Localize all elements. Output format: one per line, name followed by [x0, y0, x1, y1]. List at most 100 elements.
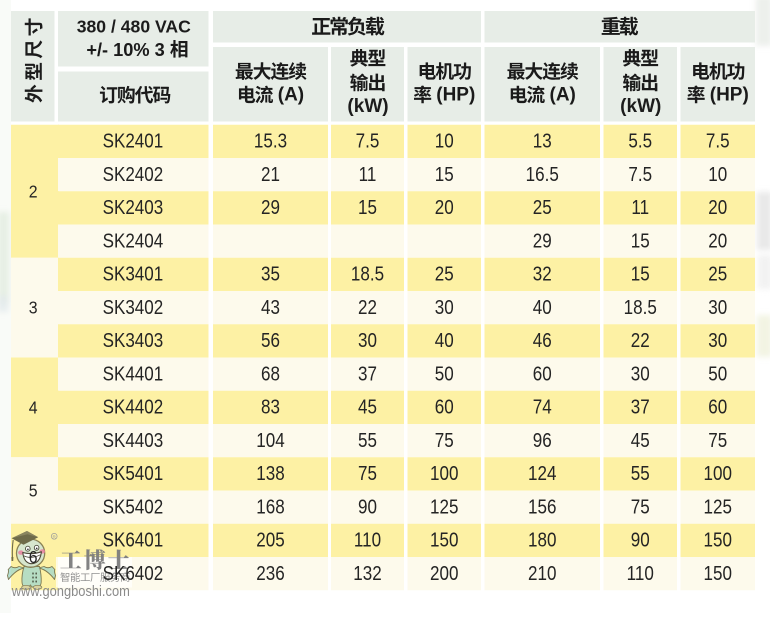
svg-text:380 / 480 VAC: 380 / 480 VAC	[77, 17, 191, 37]
svg-text:(A): (A)	[544, 84, 576, 105]
svg-text:22: 22	[631, 329, 650, 352]
svg-text:100: 100	[704, 462, 732, 485]
svg-text:132: 132	[353, 561, 381, 584]
svg-text:(kW): (kW)	[620, 96, 661, 117]
svg-text:SK6401: SK6401	[103, 528, 164, 551]
svg-text:40: 40	[533, 295, 552, 318]
svg-text:SK3402: SK3402	[103, 295, 164, 318]
svg-text:56: 56	[261, 329, 280, 352]
svg-text:200: 200	[430, 561, 458, 584]
svg-text:6: 6	[29, 547, 38, 567]
svg-text:15.3: 15.3	[254, 129, 287, 152]
svg-text:7.5: 7.5	[706, 129, 730, 152]
svg-text:46: 46	[533, 329, 552, 352]
svg-text:90: 90	[631, 528, 650, 551]
svg-text:16.5: 16.5	[526, 162, 559, 185]
svg-text:75: 75	[435, 428, 454, 451]
svg-text:7.5: 7.5	[628, 162, 652, 185]
svg-text:60: 60	[435, 395, 454, 418]
svg-text:35: 35	[261, 262, 280, 285]
svg-text:15: 15	[631, 229, 650, 252]
svg-text:45: 45	[358, 395, 377, 418]
svg-text:205: 205	[256, 528, 284, 551]
svg-text:50: 50	[708, 362, 727, 385]
svg-text:100: 100	[430, 462, 458, 485]
svg-text:29: 29	[533, 229, 552, 252]
svg-text:104: 104	[256, 428, 284, 451]
svg-text:30: 30	[708, 295, 727, 318]
svg-text:37: 37	[631, 395, 650, 418]
svg-text:37: 37	[358, 362, 377, 385]
svg-text:60: 60	[533, 362, 552, 385]
svg-text:32: 32	[533, 262, 552, 285]
svg-text:2: 2	[29, 182, 38, 202]
svg-text:25: 25	[708, 262, 727, 285]
svg-text:74: 74	[533, 395, 552, 418]
svg-text:25: 25	[533, 196, 552, 219]
svg-text:SK2401: SK2401	[103, 129, 164, 152]
svg-text:SK3401: SK3401	[103, 262, 164, 285]
svg-text:15: 15	[358, 196, 377, 219]
svg-text:75: 75	[708, 428, 727, 451]
svg-text:11: 11	[359, 162, 377, 185]
svg-text:SK4403: SK4403	[103, 428, 164, 451]
svg-text:90: 90	[358, 495, 377, 518]
svg-text:20: 20	[708, 196, 727, 219]
svg-text:29: 29	[261, 196, 280, 219]
svg-text:SK4401: SK4401	[103, 362, 164, 385]
svg-text:30: 30	[708, 329, 727, 352]
svg-text:156: 156	[528, 495, 556, 518]
svg-text:(HP): (HP)	[431, 84, 475, 105]
svg-text:10: 10	[435, 129, 454, 152]
svg-text:150: 150	[704, 528, 732, 551]
svg-text:20: 20	[435, 196, 454, 219]
svg-text:96: 96	[533, 428, 552, 451]
svg-text:7.5: 7.5	[356, 129, 380, 152]
svg-text:SK5401: SK5401	[103, 462, 164, 485]
svg-text:www.gongboshi.com: www.gongboshi.com	[11, 582, 130, 599]
svg-text:210: 210	[528, 561, 556, 584]
svg-text:125: 125	[704, 495, 732, 518]
svg-text:55: 55	[631, 462, 650, 485]
svg-text:SK2404: SK2404	[103, 229, 164, 252]
svg-text:125: 125	[430, 495, 458, 518]
svg-text:45: 45	[631, 428, 650, 451]
svg-text:40: 40	[435, 329, 454, 352]
svg-text:110: 110	[627, 561, 654, 584]
svg-text:30: 30	[435, 295, 454, 318]
svg-text:50: 50	[435, 362, 454, 385]
svg-text:25: 25	[435, 262, 454, 285]
svg-text:(kW): (kW)	[347, 96, 388, 117]
svg-text:15: 15	[435, 162, 454, 185]
svg-text:SK4402: SK4402	[103, 395, 164, 418]
svg-text:150: 150	[704, 561, 732, 584]
svg-text:10: 10	[708, 162, 727, 185]
svg-text:18.5: 18.5	[624, 295, 657, 318]
svg-text:83: 83	[261, 395, 280, 418]
svg-text:30: 30	[631, 362, 650, 385]
svg-text:60: 60	[708, 395, 727, 418]
svg-text:(HP): (HP)	[704, 84, 748, 105]
svg-text:3: 3	[29, 298, 38, 318]
svg-text:168: 168	[256, 495, 284, 518]
svg-text:SK2402: SK2402	[103, 162, 164, 185]
svg-text:22: 22	[358, 295, 377, 318]
svg-text:SK3403: SK3403	[103, 329, 164, 352]
svg-text:21: 21	[261, 162, 280, 185]
svg-text:5.5: 5.5	[628, 129, 652, 152]
svg-text:30: 30	[358, 329, 377, 352]
svg-text:R: R	[53, 534, 57, 539]
svg-text:110: 110	[354, 528, 381, 551]
svg-text:55: 55	[358, 428, 377, 451]
svg-text:180: 180	[528, 528, 556, 551]
svg-text:18.5: 18.5	[351, 262, 384, 285]
svg-text:150: 150	[430, 528, 458, 551]
svg-text:SK2403: SK2403	[103, 196, 164, 219]
svg-text:13: 13	[533, 129, 552, 152]
svg-text:43: 43	[261, 295, 280, 318]
svg-text:15: 15	[631, 262, 650, 285]
svg-text:SK5402: SK5402	[103, 495, 164, 518]
svg-text:(A): (A)	[272, 84, 304, 105]
svg-text:75: 75	[631, 495, 650, 518]
svg-text:5: 5	[29, 481, 38, 501]
